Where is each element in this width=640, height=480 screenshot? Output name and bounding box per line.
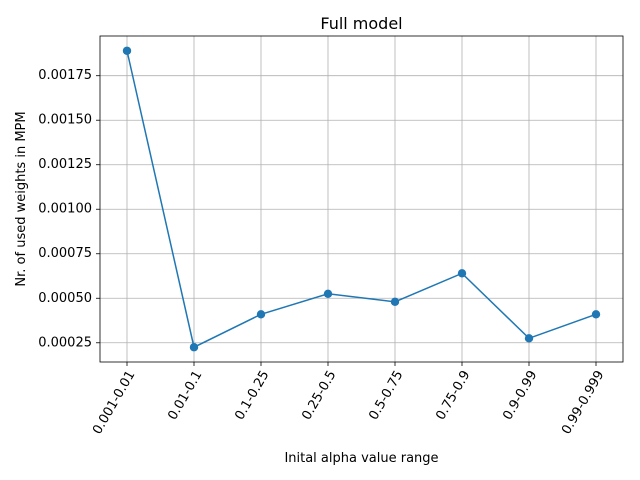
data-point xyxy=(122,46,132,55)
y-tick-label: 0.00075 xyxy=(38,246,92,261)
y-tick-label: 0.00175 xyxy=(38,68,92,83)
x-axis-label: Inital alpha value range xyxy=(284,451,438,466)
y-tick-label: 0.00025 xyxy=(38,335,92,350)
data-point xyxy=(591,310,601,319)
y-axis-label: Nr. of used weights in MPM xyxy=(14,111,29,286)
data-point xyxy=(457,269,467,278)
y-tick-label: 0.00100 xyxy=(38,202,92,217)
series-layer xyxy=(122,46,601,352)
y-tick-label: 0.00125 xyxy=(38,157,92,172)
data-point xyxy=(390,297,400,307)
plot-frame xyxy=(99,35,624,363)
series-line xyxy=(126,50,597,349)
chart-title: Full model xyxy=(320,14,402,33)
y-axis-ticks: 0.00025 0.00050 0.00075 0.00100 0.00125 0.001… xyxy=(38,68,100,350)
data-point xyxy=(189,343,199,352)
y-tick-label: 0.00150 xyxy=(38,113,92,128)
data-point xyxy=(524,334,534,343)
data-point xyxy=(323,289,333,299)
data-point xyxy=(256,310,266,319)
y-tick-label: 0.00050 xyxy=(38,291,92,306)
